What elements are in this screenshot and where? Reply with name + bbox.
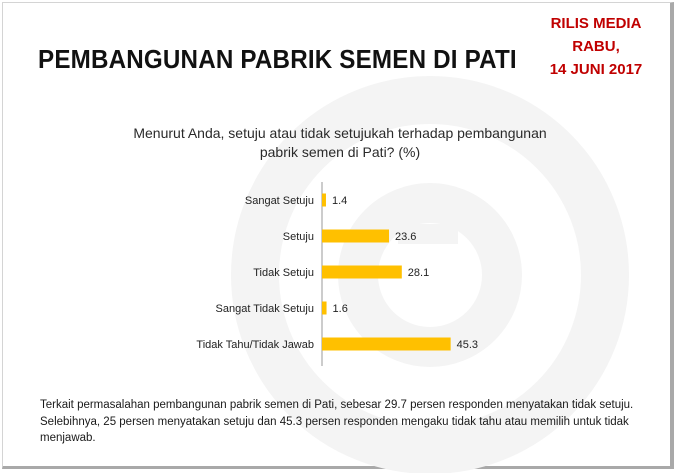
category-label: Sangat Setuju [245,195,314,207]
footnote: Terkait permasalahan pembangunan pabrik … [40,399,634,444]
bar [322,337,451,351]
category-label: Sangat Tidak Setuju [216,303,314,315]
release-line: RILIS MEDIA [550,15,642,32]
bar [322,229,390,243]
release-line: 14 JUNI 2017 [549,61,643,78]
question-line: Menurut Anda, setuju atau tidak setujuka… [133,125,547,141]
question-line: pabrik semen di Pati? (%) [259,144,421,160]
bar [322,301,327,315]
data-label: 23.6 [395,231,416,243]
category-label: Setuju [283,231,314,243]
category-label: Tidak Tahu/Tidak Jawab [196,339,314,351]
page-title: PEMBANGUNAN PABRIK SEMEN DI PATI [38,44,517,74]
data-label: 1.4 [332,195,347,207]
bar [322,193,326,207]
data-label: 1.6 [333,303,348,315]
release-info: RILIS MEDIA RABU, 14 JUNI 2017 [526,12,666,81]
data-label: 28.1 [408,267,429,279]
release-line: RABU, [572,38,620,55]
category-label: Tidak Setuju [253,267,314,279]
bar [322,265,402,279]
survey-question: Menurut Anda, setuju atau tidak setujuka… [120,124,560,162]
data-label: 45.3 [457,339,478,351]
